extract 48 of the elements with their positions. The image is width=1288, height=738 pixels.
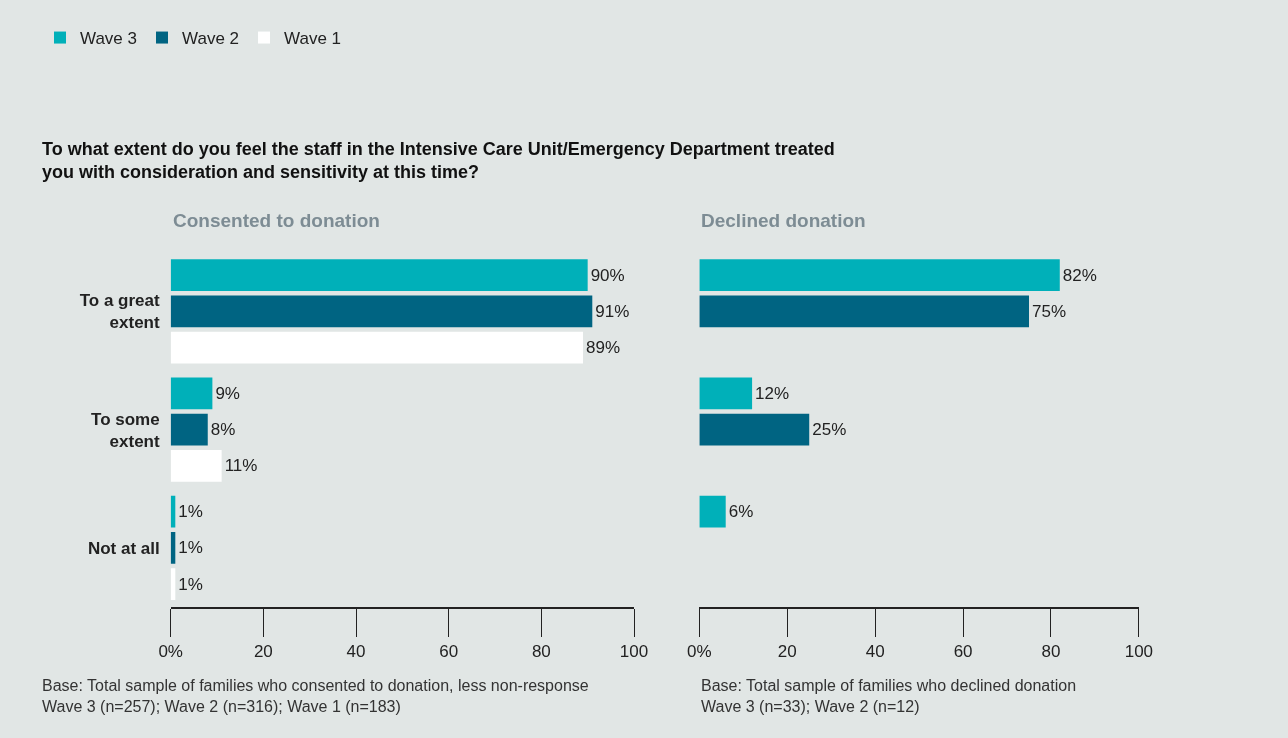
bar	[170, 449, 222, 482]
y-tick-label: To some extent	[91, 409, 161, 451]
x-tick-label: 20	[253, 642, 273, 662]
x-tick-label: 80	[1041, 642, 1061, 662]
data-label: 8%	[210, 420, 236, 440]
x-tick-label: 60	[439, 642, 459, 662]
y-tick-label: Not at all	[87, 538, 160, 558]
chart-subtitle: Consented to donation	[173, 210, 380, 231]
data-label: 91%	[595, 301, 630, 321]
data-label: 25%	[812, 420, 847, 440]
x-tick-label: 100	[1124, 642, 1154, 662]
legend-label: Wave 3	[80, 29, 138, 49]
data-label: 11%	[224, 456, 258, 476]
x-tick-label: 40	[865, 642, 885, 662]
text: Base: Total sample of families who consented to donation, less non-response Wave 3 (n=257); Wave 2 (n=316); Wave 1 (n=183)	[42, 677, 589, 715]
bar	[170, 295, 593, 328]
data-label: 1%	[178, 574, 203, 594]
data-label: 6%	[728, 502, 754, 522]
legend-label: Wave 1	[284, 29, 342, 49]
text: Base: Total sample of families who declined donation Wave 3 (n=33); Wave 2 (n=12)	[701, 677, 1077, 715]
x-tick-label: 40	[346, 642, 366, 662]
x-tick-label: 0%	[158, 642, 183, 662]
y-tick-label: To a great extent	[79, 291, 161, 333]
bar	[699, 413, 810, 446]
data-label: 89%	[586, 338, 621, 358]
data-label: 9%	[215, 383, 240, 403]
bar	[699, 259, 1060, 292]
legend-label: Wave 2	[182, 29, 240, 49]
chart-subtitle: Declined donation	[701, 210, 866, 231]
data-label: 1%	[178, 538, 203, 558]
x-tick-label: 20	[777, 642, 797, 662]
x-tick-label: 0%	[687, 642, 712, 662]
bar	[699, 495, 726, 528]
data-label: 1%	[178, 502, 203, 522]
bar	[699, 295, 1030, 328]
bar	[699, 377, 753, 410]
x-tick-label: 60	[953, 642, 973, 662]
bar	[170, 259, 588, 292]
data-label: 75%	[1032, 301, 1067, 321]
data-label: 12%	[755, 383, 790, 403]
data-label: 82%	[1062, 265, 1097, 285]
bar	[170, 331, 584, 364]
data-label: 90%	[590, 265, 625, 285]
chart-title: To what extent do you feel the staff in the Intensive Care Unit/Emergency Department treated you with consideration and sensitivity at this time?	[42, 139, 835, 183]
bar	[170, 413, 208, 446]
x-tick-label: 80	[531, 642, 551, 662]
bar	[170, 377, 213, 410]
x-tick-label: 100	[619, 642, 649, 662]
